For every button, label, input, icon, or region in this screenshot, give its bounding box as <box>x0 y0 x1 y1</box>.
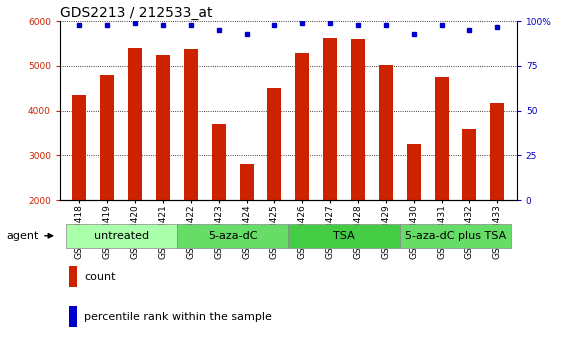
Bar <box>407 144 421 289</box>
Bar <box>490 103 504 289</box>
Bar <box>212 124 226 289</box>
Bar <box>267 88 282 289</box>
Text: untreated: untreated <box>94 231 149 241</box>
Bar <box>69 306 77 327</box>
Bar <box>184 49 198 289</box>
Bar <box>156 55 170 289</box>
Bar <box>351 39 365 289</box>
FancyBboxPatch shape <box>288 224 400 248</box>
Text: 5-aza-dC plus TSA: 5-aza-dC plus TSA <box>405 231 506 241</box>
Bar <box>295 52 309 289</box>
Bar <box>128 48 142 289</box>
Text: GDS2213 / 212533_at: GDS2213 / 212533_at <box>60 6 212 20</box>
FancyBboxPatch shape <box>66 224 177 248</box>
Text: count: count <box>84 272 116 281</box>
Text: TSA: TSA <box>333 231 355 241</box>
Bar <box>323 38 337 289</box>
Bar <box>240 164 254 289</box>
Bar <box>73 95 86 289</box>
Text: percentile rank within the sample: percentile rank within the sample <box>84 312 272 322</box>
FancyBboxPatch shape <box>177 224 288 248</box>
FancyBboxPatch shape <box>400 224 511 248</box>
Bar <box>69 266 77 287</box>
Text: agent: agent <box>6 231 38 241</box>
Bar <box>463 130 476 289</box>
Text: 5-aza-dC: 5-aza-dC <box>208 231 258 241</box>
Bar <box>379 65 393 289</box>
Bar <box>435 77 448 289</box>
Bar <box>100 75 114 289</box>
